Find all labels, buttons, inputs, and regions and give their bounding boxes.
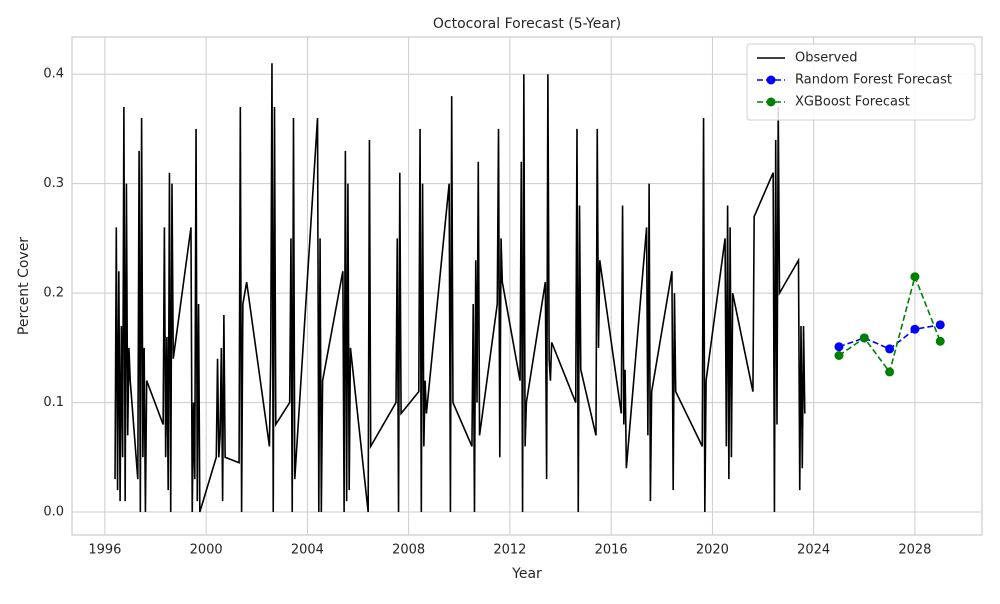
x-tick-label: 2016: [595, 543, 628, 558]
point: [910, 324, 920, 334]
x-tick-label: 2028: [898, 543, 931, 558]
point: [935, 336, 945, 346]
point: [885, 344, 895, 354]
series-line: [114, 63, 806, 513]
x-tick-label: 2012: [493, 543, 526, 558]
x-tick-label: 2004: [291, 543, 324, 558]
x-tick-label: 2024: [797, 543, 830, 558]
x-tick-label: 2020: [696, 543, 729, 558]
legend: Observed Random Forest Forecast XGBoost Fo…: [746, 43, 976, 121]
plot-frame: [71, 36, 983, 536]
chart-title: Octocoral Forecast (5-Year): [433, 16, 621, 32]
point: [935, 320, 945, 330]
legend-box: [746, 43, 976, 121]
series-line: [838, 274, 941, 374]
legend-label: Random Forest Forecast: [795, 73, 952, 88]
legend-label: XGBoost Forecast: [795, 95, 910, 110]
x-tick-label: 2008: [392, 543, 425, 558]
x-tick-label: 1996: [88, 543, 121, 558]
y-tick-label: 0.4: [43, 67, 64, 82]
point: [885, 367, 895, 377]
point: [910, 272, 920, 282]
y-tick-label: 0.0: [43, 505, 64, 520]
point: [834, 342, 844, 352]
point: [834, 351, 844, 361]
y-axis-label: Percent Cover: [16, 237, 32, 335]
point: [859, 333, 869, 343]
x-tick-label: 2000: [190, 543, 223, 558]
legend-label: Observed: [795, 51, 858, 66]
y-tick-label: 0.3: [43, 176, 64, 191]
legend-marker: [766, 75, 776, 85]
y-tick-label: 0.2: [43, 286, 64, 301]
legend-marker: [766, 97, 776, 107]
x-axis-label: Year: [511, 566, 542, 582]
y-tick-label: 0.1: [43, 395, 64, 410]
